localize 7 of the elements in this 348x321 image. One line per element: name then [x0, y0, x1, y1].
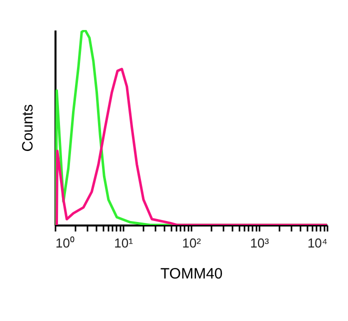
x-tick-label: 10⁴ [307, 236, 328, 250]
x-tick-label: 10³ [250, 236, 270, 250]
x-tick-label: 10² [182, 236, 202, 250]
x-axis-title: TOMM40 [160, 266, 223, 282]
y-axis-title: Counts [20, 104, 36, 152]
x-tick-label: 10⁰ [56, 236, 75, 250]
x-tick-label: 10¹ [114, 236, 134, 250]
